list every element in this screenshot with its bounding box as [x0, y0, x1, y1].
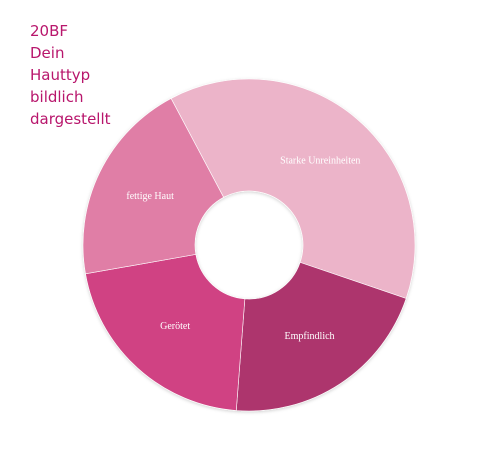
slice-label: Empfindlich	[285, 331, 335, 342]
slice-label: fettige Haut	[126, 191, 174, 202]
slice-label: Starke Unreinheiten	[280, 156, 360, 167]
donut-slice	[235, 262, 407, 412]
donut-slice	[170, 78, 416, 299]
donut-slice	[82, 98, 225, 275]
title-line: Hauttyp	[30, 66, 90, 84]
title-line: Dein	[30, 44, 64, 62]
slice-labels: Starke Unreinheiten Empfindlich Gerötet fet…	[126, 156, 360, 343]
donut	[82, 78, 416, 412]
chart-title: 20BF Dein Hauttyp bildlich dargestellt	[30, 22, 111, 128]
title-line: bildlich	[30, 88, 83, 106]
donut-slice	[85, 254, 246, 411]
title-line: 20BF	[30, 22, 68, 40]
slice-label: Gerötet	[160, 321, 190, 332]
title-line: dargestellt	[30, 110, 111, 128]
